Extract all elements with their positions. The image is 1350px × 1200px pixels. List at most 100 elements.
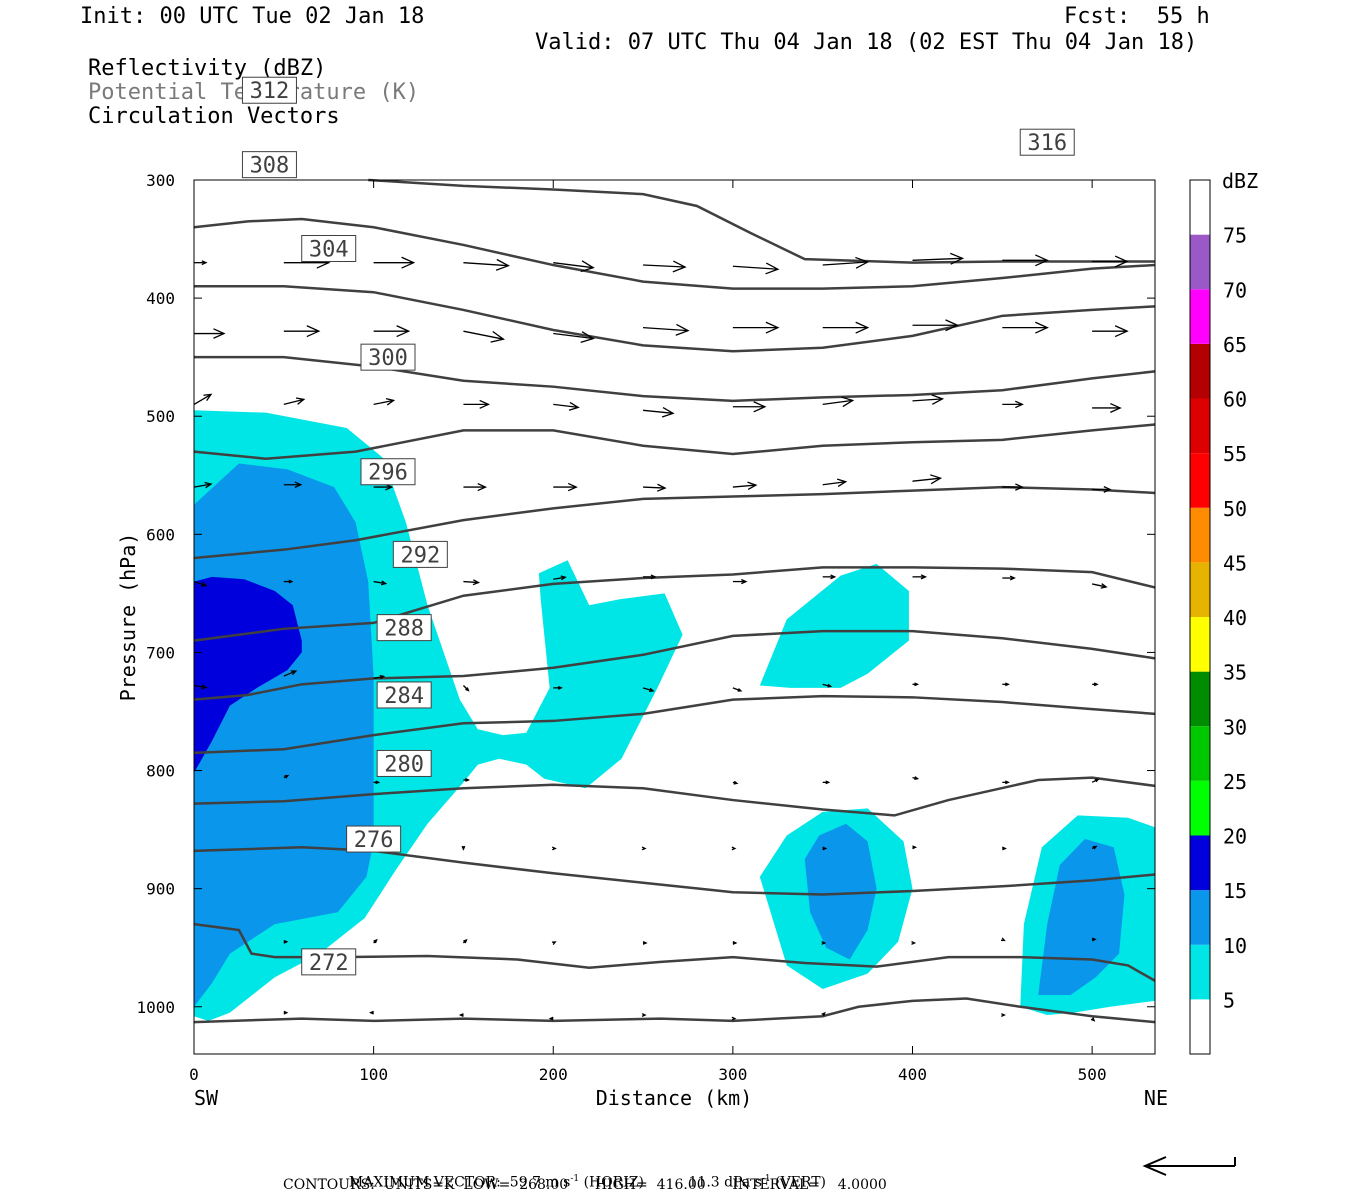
circulation-vector bbox=[822, 574, 837, 580]
theta-label-296: 296 bbox=[368, 461, 408, 486]
init-time: Init: 00 UTC Tue 02 Jan 18 bbox=[80, 4, 425, 29]
colorbar-level-label: 30 bbox=[1223, 715, 1247, 739]
circulation-vector bbox=[732, 321, 780, 334]
sw-end-label: SW bbox=[194, 1086, 219, 1110]
circulation-vector bbox=[283, 939, 289, 944]
circulation-vector bbox=[463, 258, 511, 271]
circulation-vector bbox=[369, 1010, 374, 1015]
colorbar-level-label: 55 bbox=[1223, 442, 1247, 466]
theta-label-box-292 bbox=[392, 540, 448, 568]
circulation-vector bbox=[643, 574, 657, 580]
circulation-vector bbox=[732, 687, 743, 692]
theta-label-box-272 bbox=[301, 948, 357, 976]
y-tick-label: 300 bbox=[146, 171, 175, 190]
circulation-vector bbox=[822, 846, 828, 851]
colorbar-level-label: 70 bbox=[1223, 278, 1247, 302]
y-tick-label: 500 bbox=[146, 407, 175, 426]
circulation-vector bbox=[1002, 321, 1049, 334]
theta-contour-284 bbox=[193, 694, 1156, 755]
theta-label-layer: 272 276 280 284 288 292 296 300 304 308 312 316 bbox=[241, 76, 1075, 976]
circulation-vector bbox=[373, 674, 386, 680]
theta-label-box-300 bbox=[360, 343, 416, 371]
circulation-vector bbox=[643, 323, 690, 336]
circulation-vector bbox=[732, 578, 748, 585]
y-tick-label: 600 bbox=[146, 525, 175, 544]
circulation-vector bbox=[732, 401, 767, 413]
circulation-vector bbox=[912, 394, 945, 405]
theta-label-316: 316 bbox=[1027, 131, 1067, 156]
colorbar-segment bbox=[1190, 398, 1210, 454]
theta-label-304: 304 bbox=[309, 238, 349, 263]
circulation-vector bbox=[1092, 682, 1099, 687]
circulation-vector bbox=[1002, 254, 1049, 267]
circulation-vector bbox=[821, 941, 827, 945]
circulation-vector bbox=[1092, 486, 1112, 493]
theta-label-box-312 bbox=[241, 76, 297, 104]
circulation-vector bbox=[551, 941, 557, 945]
theta-label-box-280 bbox=[376, 749, 432, 777]
max-vector-vert-suffix: (VERT) bbox=[775, 1174, 826, 1191]
circulation-vector bbox=[822, 683, 833, 688]
circulation-vector bbox=[821, 1011, 826, 1017]
colorbar-level-label: 75 bbox=[1223, 224, 1247, 248]
colorbar-segment bbox=[1190, 726, 1210, 781]
theta-label-box-308 bbox=[241, 151, 297, 179]
colorbar-segment bbox=[1190, 835, 1210, 891]
colorbar-level-label: 25 bbox=[1223, 770, 1247, 794]
circulation-vector bbox=[1091, 778, 1100, 783]
circulation-vector bbox=[1092, 325, 1129, 338]
theta-contour-280 bbox=[193, 776, 1156, 817]
circulation-vector bbox=[373, 256, 416, 269]
theta-label-box-288 bbox=[376, 614, 432, 642]
x-tick-label: 400 bbox=[898, 1065, 927, 1084]
circulation-vector bbox=[912, 574, 928, 580]
circulation-vector bbox=[283, 670, 298, 677]
colorbar-segment bbox=[1190, 180, 1210, 235]
circulation-vector bbox=[373, 780, 381, 785]
colorbar-segment bbox=[1190, 944, 1210, 1000]
circulation-vector bbox=[731, 1016, 737, 1021]
theta-label-300: 300 bbox=[368, 346, 408, 371]
circulation-vector bbox=[553, 482, 578, 492]
theta-contour-316 bbox=[368, 178, 1155, 264]
colorbar-level-label: 20 bbox=[1223, 825, 1247, 849]
circulation-vector bbox=[283, 774, 290, 779]
circulation-vector bbox=[643, 483, 667, 492]
circulation-vector bbox=[194, 328, 226, 339]
circulation-vector bbox=[732, 780, 739, 785]
colorbar-frame bbox=[1189, 179, 1211, 1055]
x-tick-label: 200 bbox=[539, 1065, 568, 1084]
circulation-vector bbox=[822, 396, 855, 408]
forecast-hour: Fcst: 55 h bbox=[1064, 4, 1210, 29]
circulation-vector bbox=[283, 579, 294, 584]
colorbar-segment bbox=[1190, 780, 1210, 836]
circulation-vector bbox=[1092, 255, 1129, 268]
circulation-vector bbox=[553, 401, 580, 411]
reflectivity-region-5dbz bbox=[759, 563, 909, 688]
circulation-vector bbox=[458, 1013, 464, 1017]
circulation-vector bbox=[1002, 846, 1007, 851]
circulation-vector bbox=[1002, 400, 1024, 409]
circulation-vector bbox=[283, 325, 321, 338]
theta-contour-layer bbox=[193, 178, 1156, 1024]
circulation-vector bbox=[463, 330, 505, 343]
max-vector-vert: 11.3 dPa s bbox=[688, 1174, 762, 1191]
circulation-vector bbox=[193, 393, 213, 405]
plot-frame bbox=[193, 179, 1156, 1055]
circulation-vector bbox=[1002, 575, 1016, 581]
circulation-vector bbox=[551, 846, 557, 851]
theta-label-box-284 bbox=[376, 681, 432, 709]
reflectivity-region-10dbz bbox=[1038, 839, 1125, 995]
theta-contour-288 bbox=[193, 629, 1156, 701]
circulation-vector bbox=[732, 481, 758, 490]
circulation-vector bbox=[731, 846, 737, 851]
circulation-vector bbox=[553, 685, 563, 690]
reference-vector bbox=[1142, 1156, 1236, 1176]
colorbar-level-label: 60 bbox=[1223, 388, 1247, 412]
theta-label-280: 280 bbox=[384, 752, 424, 777]
circulation-vector bbox=[912, 776, 920, 780]
circulation-vector bbox=[1002, 483, 1024, 491]
circulation-vector bbox=[283, 1010, 289, 1015]
circulation-vector bbox=[373, 580, 388, 586]
x-tick-label: 500 bbox=[1078, 1065, 1107, 1084]
